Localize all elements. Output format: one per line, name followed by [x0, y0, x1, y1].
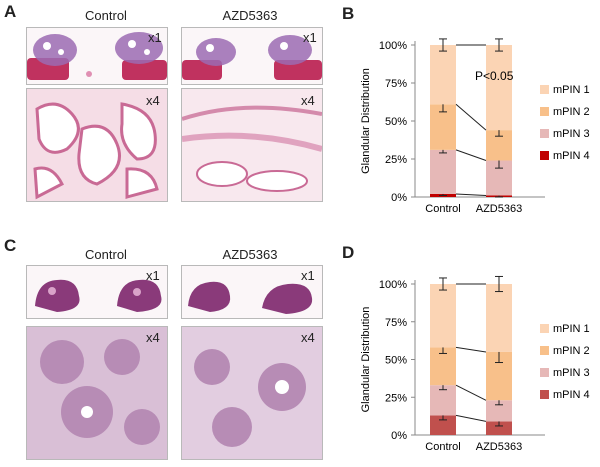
chart-b-legend-swatch [540, 85, 549, 94]
panel-a-azd5363-x1-image [181, 27, 323, 85]
chart-d-y-tick-label: 75% [385, 317, 407, 329]
chart-d-y-tick-label: 50% [385, 355, 407, 367]
chart-b-legend-label: mPIN 1 [553, 84, 590, 96]
panel-d-chart: Glandular Distribution 0% 25% 50% 75% 100% Con… [360, 275, 590, 453]
chart-b-legend-swatch [540, 151, 549, 160]
panel-c-control-x1-image [26, 265, 168, 319]
chart-d-connector-line [455, 384, 487, 401]
panel-a-azd5363-x4-image [181, 88, 323, 202]
chart-b-bar-mpin3-control [430, 149, 456, 194]
chart-b-bar-mpin1-azd5363 [486, 45, 512, 131]
chart-b-y-axis-label: Glandular Distribution [360, 68, 372, 174]
chart-b-x-tick-label: AZD5363 [476, 203, 522, 215]
panel-c-control-x4-tissue [27, 327, 167, 459]
panel-c-azd5363-title: AZD5363 [222, 247, 278, 262]
chart-b-legend-label: mPIN 4 [553, 150, 590, 162]
panel-a-control-x4-tissue [27, 89, 167, 201]
panel-a-control-title: Control [85, 8, 127, 23]
chart-d-legend-label: mPIN 3 [553, 367, 590, 379]
chart-d-bar-mpin4-azd5363 [486, 421, 512, 435]
chart-d-connector-line [455, 346, 487, 353]
panel-c-control-x4-mag: x4 [146, 330, 160, 345]
chart-b-connector-line [455, 149, 487, 161]
panel-d-letter: D [342, 243, 355, 262]
chart-d-legend-swatch [540, 390, 549, 399]
panel-a-azd5363-title: AZD5363 [222, 8, 278, 23]
panel-a-control-x4-image [26, 88, 168, 202]
chart-b-connector-line [455, 193, 487, 196]
chart-d-x-tick-label: Control [425, 441, 460, 453]
chart-d-y-axis-label: Glandular Distribution [360, 307, 372, 413]
chart-d-bar-mpin3-control [430, 385, 456, 416]
panel-a-azd5363-x4-mag: x4 [301, 93, 315, 108]
chart-b-connector-line [455, 103, 487, 131]
panel-a-control-x1-image [26, 27, 168, 85]
panel-c-control-x1-tissue [35, 279, 162, 312]
panel-a-letter: A [4, 2, 17, 21]
chart-b-legend-swatch [540, 107, 549, 116]
panel-b-letter: B [342, 4, 355, 23]
chart-b-y-tick-label: 25% [385, 154, 407, 166]
chart-b-legend-label: mPIN 2 [553, 106, 590, 118]
chart-d-bar-mpin1-azd5363 [486, 284, 512, 352]
panel-a-control-x1-mag: x1 [148, 30, 162, 45]
chart-d-bar-mpin4-control [430, 415, 456, 435]
chart-b-y-tick-label: 0% [391, 192, 407, 204]
panel-a-azd5363-x1-mag: x1 [303, 30, 317, 45]
panel-a-control-x1-tissue [27, 32, 167, 80]
chart-d-y-tick-label: 0% [391, 430, 407, 442]
chart-b-legend-label: mPIN 3 [553, 128, 590, 140]
chart-d-legend-label: mPIN 2 [553, 345, 590, 357]
chart-d-legend-swatch [540, 346, 549, 355]
chart-d-x-tick-label: AZD5363 [476, 441, 522, 453]
panel-c-azd5363-x1-image [181, 265, 323, 319]
panel-c-azd5363-x4-image [181, 326, 323, 460]
chart-b-x-tick-label: Control [425, 203, 460, 215]
chart-b-y-tick-label: 75% [385, 78, 407, 90]
panel-c-azd5363-x4-tissue [182, 327, 322, 459]
chart-b-bar-mpin1-control [430, 45, 456, 105]
panel-c-control-x4-image [26, 326, 168, 460]
chart-d-y-tick-label: 25% [385, 392, 407, 404]
panel-c-azd5363-x1-tissue [188, 281, 313, 314]
panel-c-letter: C [4, 236, 17, 255]
panel-c-azd5363-x4-mag: x4 [301, 330, 315, 345]
chart-d-legend-swatch [540, 368, 549, 377]
chart-d-bar-mpin3-azd5363 [486, 400, 512, 422]
chart-d-connector-line [455, 414, 487, 422]
chart-d-legend-label: mPIN 4 [553, 389, 590, 401]
panel-a-control-x4-mag: x4 [146, 93, 160, 108]
chart-d-y-tick-label: 100% [379, 279, 407, 291]
chart-d-legend-label: mPIN 1 [553, 323, 590, 335]
panel-c-control-title: Control [85, 247, 127, 262]
panel-c-control-x1-mag: x1 [146, 268, 160, 283]
chart-b-y-tick-label: 100% [379, 40, 407, 52]
chart-b-p-value-annotation: P<0.05 [475, 69, 514, 83]
panel-a-azd5363-x4-tissue [182, 89, 322, 201]
chart-d-legend-swatch [540, 324, 549, 333]
panel-b-chart: Glandular Distribution 0% 25% 50% 75% 100% Con… [360, 38, 590, 215]
chart-b-legend-swatch [540, 129, 549, 138]
panel-a-azd5363-x1-tissue [182, 35, 322, 80]
chart-d-bar-mpin1-control [430, 284, 456, 348]
panel-c-azd5363-x1-mag: x1 [301, 268, 315, 283]
chart-b-y-tick-label: 50% [385, 116, 407, 128]
